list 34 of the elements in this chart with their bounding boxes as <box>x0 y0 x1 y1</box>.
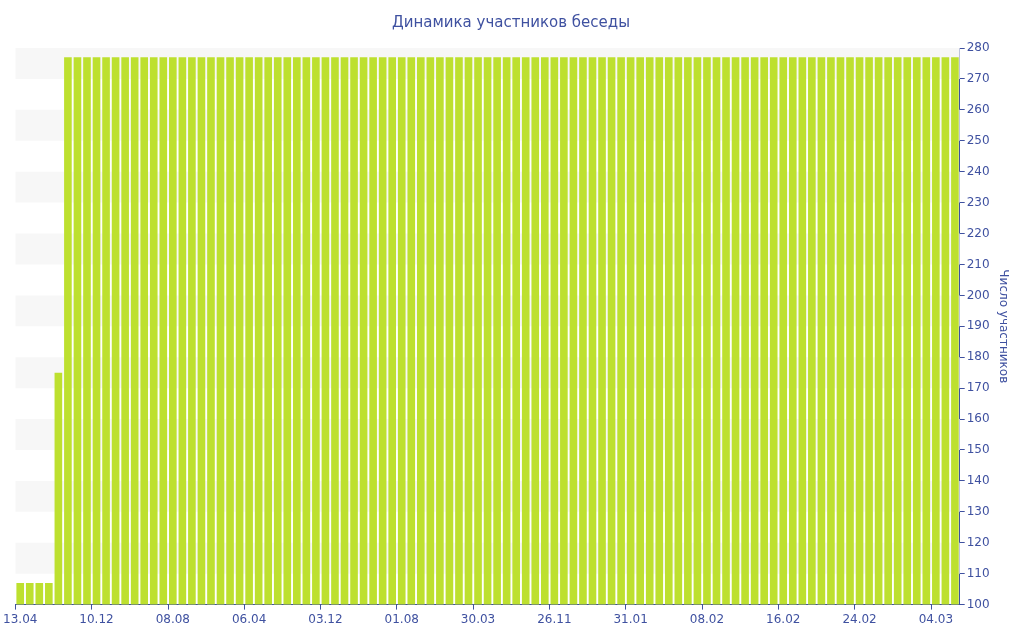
x-tick-label: 13.04 <box>3 611 38 626</box>
x-tick-label: 24.02 <box>842 611 877 626</box>
y-tick-label: 190 <box>966 318 990 333</box>
x-tick-label: 03.12 <box>308 611 343 626</box>
y-tick-label: 150 <box>966 442 990 457</box>
chart-title: Динамика участников беседы <box>391 12 631 31</box>
x-tick-label: 10.12 <box>79 611 114 626</box>
x-tick-label: 08.02 <box>689 611 725 626</box>
y-tick-label: 110 <box>966 565 990 580</box>
y-tick-label: 130 <box>966 503 990 518</box>
y-tick-label: 260 <box>966 101 990 116</box>
y-tick-label: 200 <box>966 287 990 302</box>
x-tick-label: 26.11 <box>537 611 572 626</box>
x-tick-label: 04.03 <box>918 611 954 626</box>
x-tick-label: 06.04 <box>231 611 267 626</box>
y-tick-label: 240 <box>966 163 990 178</box>
y-tick-label: 280 <box>966 40 990 55</box>
x-tick-label: 01.08 <box>384 611 419 626</box>
y-tick-label: 250 <box>966 132 990 147</box>
x-tick-label: 08.08 <box>155 611 190 626</box>
x-tick-label: 31.01 <box>613 611 648 626</box>
y-tick-label: 220 <box>966 225 990 240</box>
y-tick-label: 100 <box>966 596 990 611</box>
y-tick-label: 210 <box>966 256 990 271</box>
x-tick-label: 16.02 <box>766 611 801 626</box>
y-tick-label: 270 <box>966 71 990 86</box>
y-tick-label: 170 <box>966 380 990 395</box>
y-tick-label: 120 <box>966 534 990 549</box>
y-tick-label: 230 <box>966 194 990 209</box>
x-tick-label: 30.03 <box>460 611 496 626</box>
y-axis-title: Число участников <box>996 269 1011 384</box>
y-tick-label: 180 <box>966 349 990 364</box>
y-tick-label: 140 <box>966 473 990 488</box>
y-tick-label: 160 <box>966 411 990 426</box>
